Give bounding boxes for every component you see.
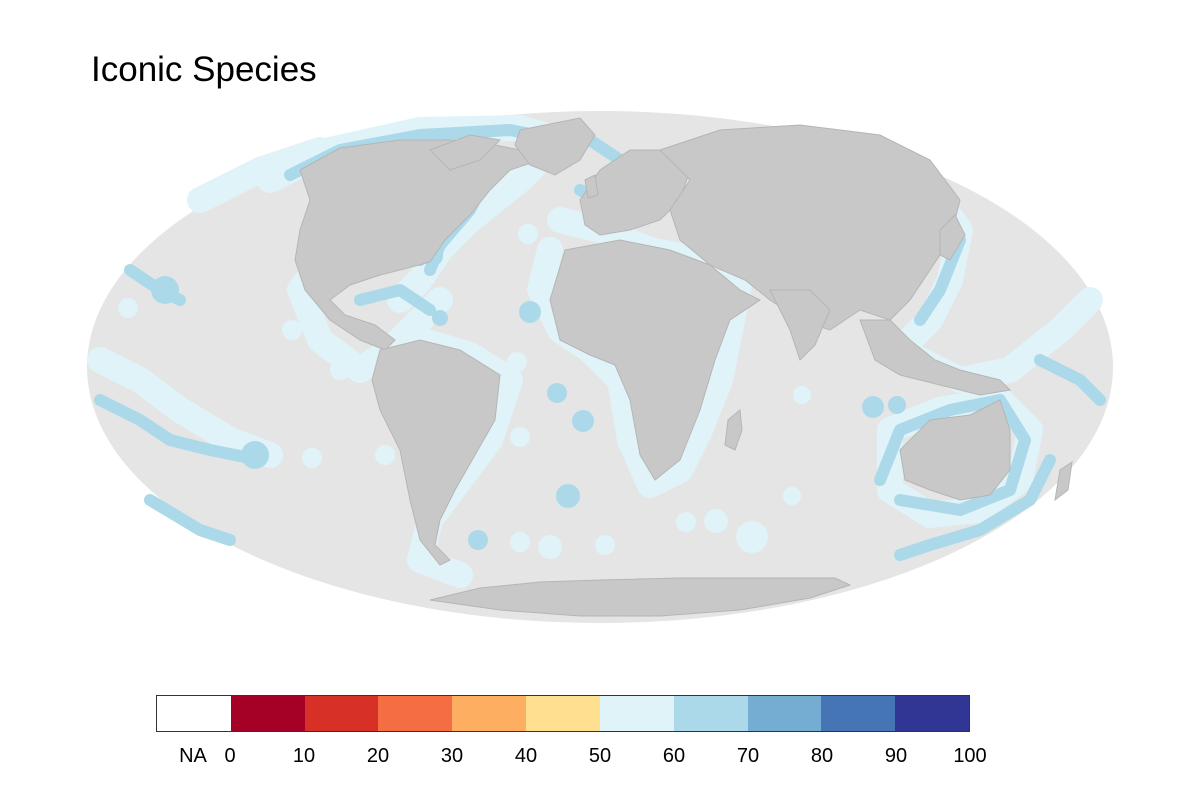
legend-swatch: [599, 696, 674, 731]
legend-tick-label: 70: [736, 745, 760, 767]
map-title: Iconic Species: [91, 50, 317, 89]
legend-color-bar: [156, 695, 970, 732]
madagascar-land: [724, 409, 743, 451]
legend-swatch: [821, 696, 896, 731]
legend-tick-label: 20: [366, 745, 390, 767]
island-blobs-light: [118, 224, 811, 559]
legend-swatch: [673, 696, 748, 731]
legend-tick-label: 90: [884, 745, 908, 767]
africa-land: [549, 239, 761, 481]
southeast-asia-land: [859, 319, 1012, 396]
legend-swatch: [378, 696, 453, 731]
japan-land: [939, 214, 966, 261]
legend-swatch: [230, 696, 305, 731]
asia-land: [659, 124, 961, 331]
legend-na-label: NA: [179, 745, 207, 767]
legend-swatch: [526, 696, 600, 731]
legend-tick-label: 100: [953, 745, 987, 767]
india-land: [769, 289, 831, 361]
legend-swatch: [304, 696, 379, 731]
legend-tick-label: 10: [292, 745, 316, 767]
legend-na-swatch: [157, 696, 231, 731]
legend-tick-label: 50: [588, 745, 612, 767]
legend-tick-label: 40: [514, 745, 538, 767]
legend-swatch: [452, 696, 527, 731]
legend-swatch: [747, 696, 822, 731]
legend-tick-label: 60: [662, 745, 686, 767]
legend-tick-labels: NA 0 10 20 30 40 50 60 70 80 90 100: [156, 745, 987, 769]
island-blobs: [151, 246, 906, 550]
landmasses: [294, 117, 1073, 617]
legend-tick-label: 30: [440, 745, 464, 767]
legend-tick-label: 0: [224, 745, 236, 767]
british-isles-land: [584, 174, 599, 199]
legend-swatch: [895, 696, 969, 731]
antarctica-land: [429, 577, 852, 617]
color-legend: NA 0 10 20 30 40 50 60 70 80 90 100: [156, 695, 987, 767]
greenland-land: [514, 117, 596, 176]
new-zealand-land: [1054, 460, 1073, 502]
legend-tick-label: 80: [810, 745, 834, 767]
australia-land: [899, 399, 1011, 501]
arctic-islands-land: [429, 134, 502, 171]
world-map: [87, 111, 1113, 623]
south-america-land: [371, 339, 501, 566]
